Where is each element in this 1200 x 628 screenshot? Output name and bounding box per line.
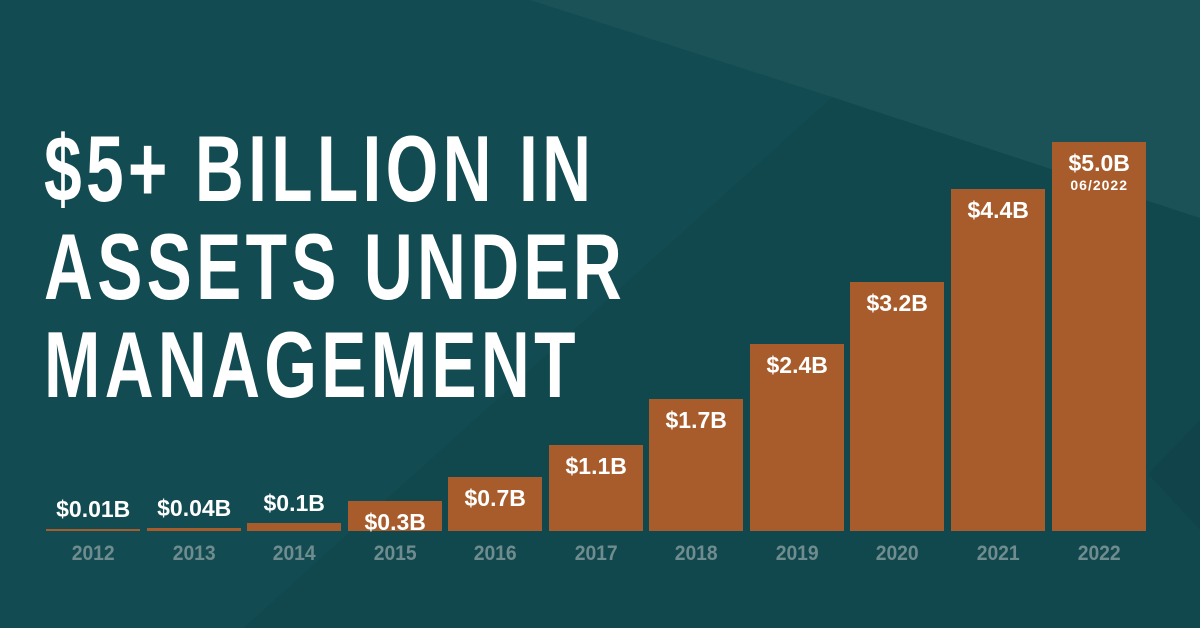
bar-value-label: $0.01B bbox=[56, 495, 131, 522]
year-label-2013: 2013 bbox=[172, 542, 216, 565]
title-line-2: ASSETS UNDER bbox=[44, 213, 627, 319]
year-label-2020: 2020 bbox=[875, 542, 919, 565]
bar-2022: $5.0B 06/2022 bbox=[1052, 142, 1147, 531]
bar-value-sublabel: 06/2022 bbox=[1070, 177, 1128, 194]
year-label-2018: 2018 bbox=[674, 542, 718, 565]
bar-value-label: $3.2B bbox=[866, 290, 928, 316]
bar-value-label: $0.04B bbox=[157, 494, 232, 521]
bar-2013 bbox=[147, 528, 242, 531]
bar-2018: $1.7B bbox=[649, 399, 744, 531]
year-label-2016: 2016 bbox=[473, 542, 517, 565]
page-title: $5+ BILLION IN ASSETS UNDER MANAGEMENT bbox=[44, 115, 627, 417]
bar-value-label: $2.4B bbox=[766, 352, 828, 378]
bar-value-label: $1.7B bbox=[665, 407, 727, 433]
bar-value-label: $0.1B bbox=[263, 489, 325, 516]
year-label-2014: 2014 bbox=[272, 542, 316, 565]
bar-value-label: $4.4B bbox=[967, 197, 1029, 223]
bar-2014 bbox=[247, 523, 342, 531]
bar-2016: $0.7B bbox=[448, 477, 543, 531]
bar-2020: $3.2B bbox=[850, 282, 945, 531]
bar-value-label: $1.1B bbox=[565, 453, 627, 479]
year-label-2022: 2022 bbox=[1077, 542, 1121, 565]
bar-2021: $4.4B bbox=[951, 189, 1046, 531]
bar-2015: $0.3B bbox=[348, 501, 443, 535]
bar-chart: $0.01B 2012 $0.04B 2013 $0.1B 2014 $0.3B 2015 $0… bbox=[46, 0, 1152, 628]
year-label-2021: 2021 bbox=[976, 542, 1020, 565]
year-label-2017: 2017 bbox=[574, 542, 618, 565]
year-label-2019: 2019 bbox=[775, 542, 819, 565]
bar-2017: $1.1B bbox=[549, 445, 644, 531]
title-line-3: MANAGEMENT bbox=[44, 311, 580, 417]
bar-value-label: $0.3B bbox=[364, 509, 426, 535]
bar-value-label: $0.7B bbox=[464, 485, 526, 511]
bar-2019: $2.4B bbox=[750, 344, 845, 531]
bar-value-label: $5.0B 06/2022 bbox=[1052, 151, 1146, 193]
year-label-2015: 2015 bbox=[373, 542, 417, 565]
year-label-2012: 2012 bbox=[71, 542, 115, 565]
bar-2012 bbox=[46, 529, 141, 531]
title-line-1: $5+ BILLION IN bbox=[44, 115, 596, 221]
